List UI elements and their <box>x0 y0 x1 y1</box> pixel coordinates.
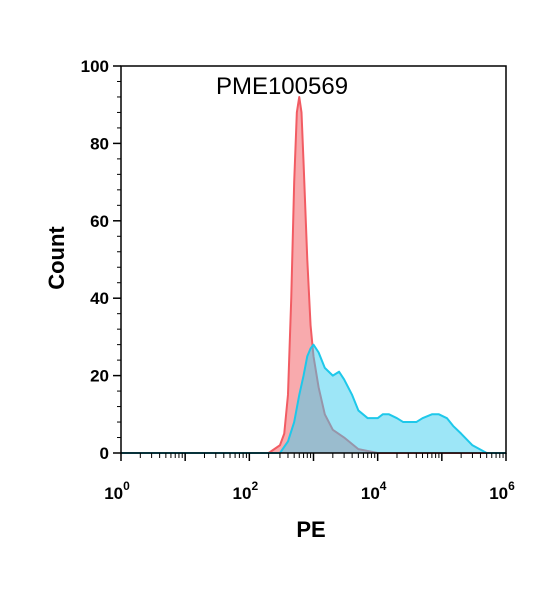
plot-area: 0 20 40 60 80 100 100 102 104 106 <box>81 57 515 503</box>
y-tick-label: 60 <box>90 212 109 231</box>
y-tick-label: 100 <box>81 57 109 76</box>
y-axis-title: Count <box>44 226 69 290</box>
series-2-area <box>121 344 506 453</box>
x-tick-label: 100 <box>104 479 130 503</box>
x-axis-title: PE <box>296 517 325 542</box>
y-tick-label: 0 <box>100 444 109 463</box>
y-tick-label: 80 <box>90 134 109 153</box>
series-2-line <box>121 343 506 454</box>
x-tick-label: 106 <box>489 479 515 503</box>
y-tick-label: 20 <box>90 367 109 386</box>
x-tick-label: 102 <box>233 479 259 503</box>
y-tick-label: 40 <box>90 289 109 308</box>
x-tick-label: 104 <box>361 479 387 503</box>
chart-title: PME100569 <box>216 73 348 100</box>
